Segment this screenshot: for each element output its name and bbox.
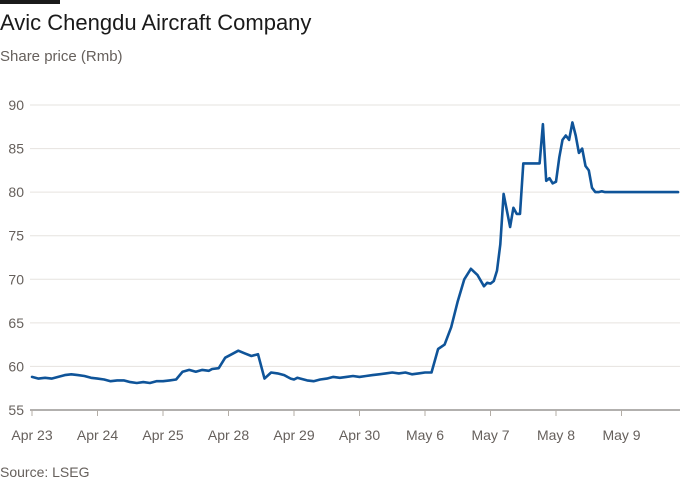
series-layer	[30, 121, 680, 385]
chart-source: Source: LSEG	[0, 464, 90, 480]
y-tick-label: 75	[8, 228, 24, 244]
x-tick-label: Apr 29	[273, 427, 314, 443]
y-tick-label: 70	[8, 271, 24, 287]
y-tick-label: 55	[8, 402, 24, 418]
y-tick-label: 85	[8, 141, 24, 157]
y-axis-ticks: 55 60 65 70 75 80 85 90	[8, 97, 24, 418]
x-tick-label: May 7	[471, 427, 509, 443]
series-line-share-price	[30, 121, 680, 385]
y-tick-label: 80	[8, 184, 24, 200]
x-tick-label: May 8	[537, 427, 575, 443]
x-axis-ticks: Apr 23 Apr 24 Apr 25 Apr 28 Apr 29 Apr 30 May …	[11, 410, 641, 443]
chart-subtitle: Share price (Rmb)	[0, 48, 123, 65]
y-gridlines	[30, 104, 680, 411]
title-accent-bar	[0, 0, 60, 4]
x-tick-label: Apr 23	[11, 427, 52, 443]
chart-title: Avic Chengdu Aircraft Company	[0, 10, 312, 35]
x-tick-label: Apr 25	[142, 427, 183, 443]
y-tick-label: 60	[8, 358, 24, 374]
x-tick-label: Apr 30	[339, 427, 380, 443]
x-tick-label: Apr 24	[77, 427, 118, 443]
y-tick-label: 90	[8, 97, 24, 113]
x-tick-label: May 6	[406, 427, 444, 443]
y-tick-label: 65	[8, 315, 24, 331]
x-tick-label: May 9	[602, 427, 640, 443]
x-tick-label: Apr 28	[208, 427, 249, 443]
